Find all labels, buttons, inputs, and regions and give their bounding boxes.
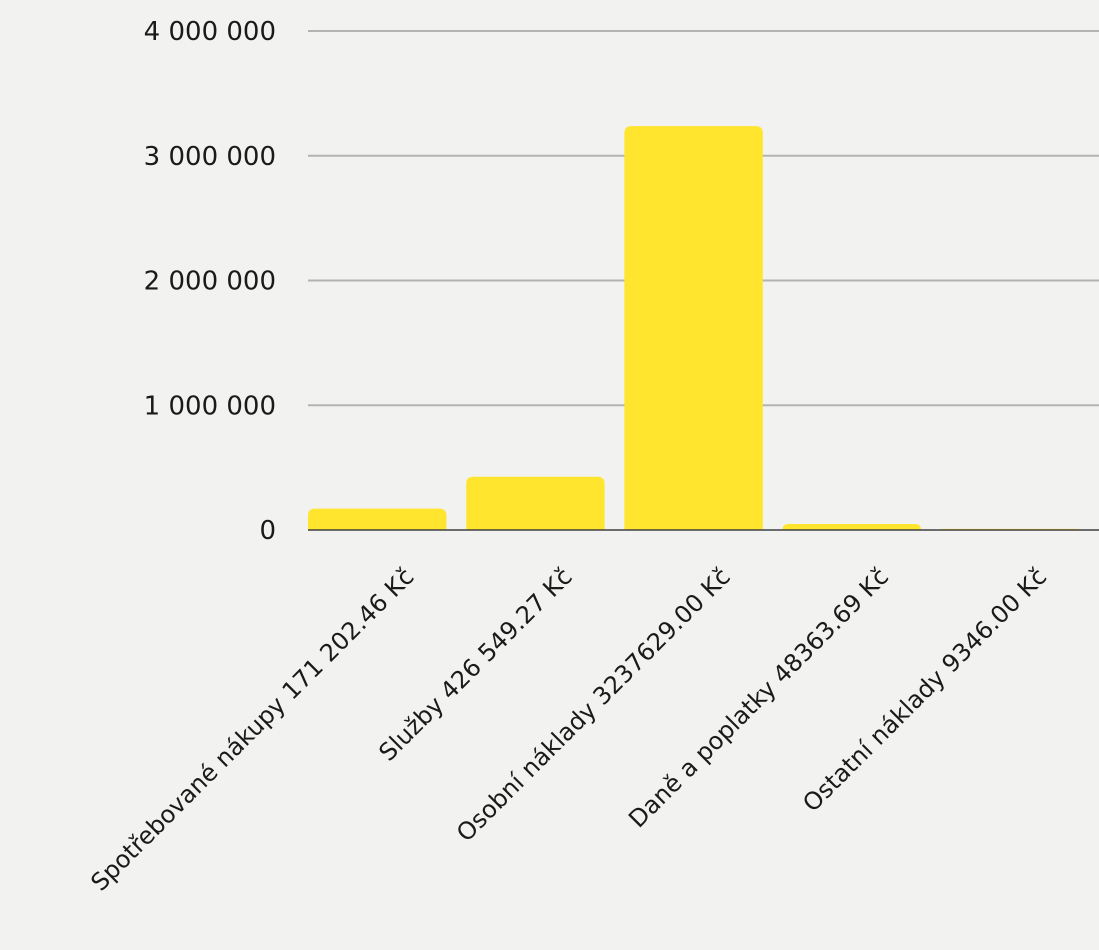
y-axis-tick-labels: 0 1 000 000 2 000 000 3 000 000 4 000 000 bbox=[144, 17, 276, 546]
x-axis-category-labels: Spotřebované nákupy 171 202.46 KčSlužby … bbox=[85, 562, 1052, 896]
y-tick-label: 0 bbox=[259, 516, 276, 546]
y-tick-label: 2 000 000 bbox=[144, 267, 276, 297]
bar bbox=[308, 508, 447, 530]
bars bbox=[308, 126, 1080, 531]
bar bbox=[466, 476, 605, 530]
x-category-label: Daně a poplatky 48363.69 Kč bbox=[623, 562, 894, 833]
bar bbox=[624, 126, 763, 531]
y-tick-label: 4 000 000 bbox=[144, 17, 276, 47]
x-category-label: Spotřebované nákupy 171 202.46 Kč bbox=[85, 562, 419, 896]
x-category-label: Osobní náklady 3237629.00 Kč bbox=[451, 562, 736, 847]
y-tick-label: 3 000 000 bbox=[144, 142, 276, 172]
bar bbox=[782, 523, 922, 530]
y-tick-label: 1 000 000 bbox=[144, 391, 276, 421]
